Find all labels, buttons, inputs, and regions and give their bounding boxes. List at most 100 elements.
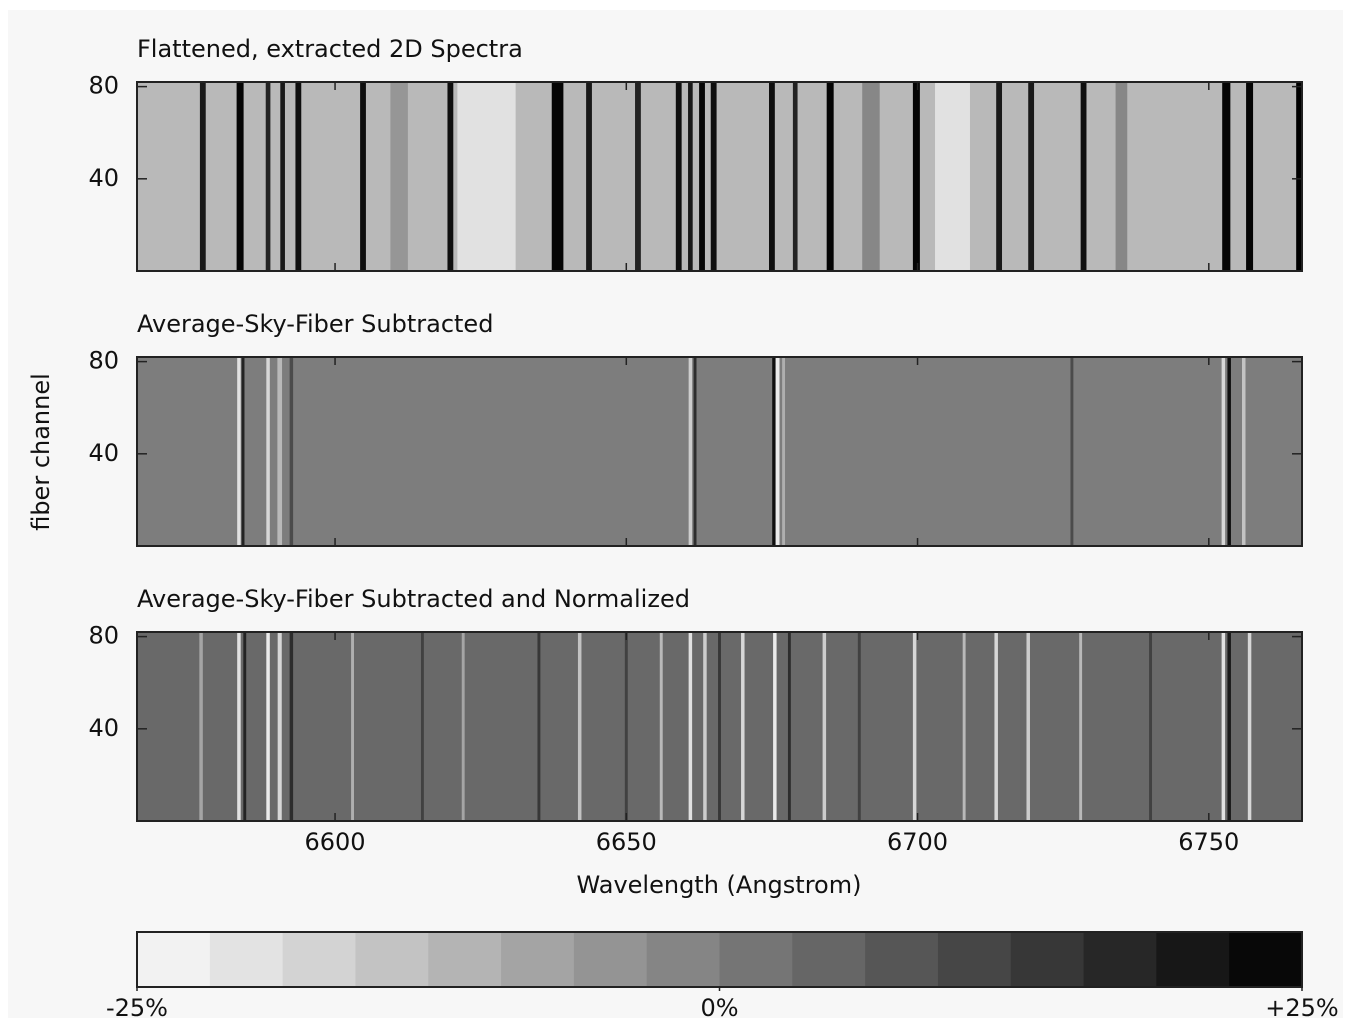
stripe	[537, 632, 541, 821]
panel-frame	[136, 631, 1303, 822]
colorbar-level	[792, 932, 866, 987]
stripe	[912, 632, 917, 821]
stripe	[772, 357, 776, 546]
stripe	[773, 632, 777, 821]
stripe	[862, 82, 880, 271]
colorbar-level	[937, 932, 1012, 987]
colorbar-level	[1083, 932, 1157, 987]
stripe	[935, 82, 970, 271]
x-tick-label: 6650	[596, 828, 657, 856]
stripe	[822, 632, 827, 821]
stripe	[351, 632, 354, 821]
colorbar-level	[137, 932, 211, 987]
y-tick-label: 80	[88, 72, 119, 100]
x-axis-label: Wavelength (Angstrom)	[577, 871, 862, 899]
stripe	[659, 632, 663, 821]
panel-title: Average-Sky-Fiber Subtracted and Normali…	[137, 585, 690, 613]
panel-background	[137, 82, 1302, 271]
stripe	[1079, 632, 1083, 821]
stripe	[1070, 357, 1074, 546]
stripe	[741, 632, 745, 821]
colorbar-level	[355, 932, 429, 987]
colorbar-level	[865, 932, 939, 987]
y-axis-label: fiber channel	[27, 373, 55, 531]
stripe	[447, 82, 454, 271]
stripe	[289, 632, 294, 821]
panel-background	[137, 357, 1302, 546]
stripe	[1296, 82, 1302, 271]
y-tick-label: 40	[88, 714, 119, 742]
colorbar-tick-label: +25%	[1265, 994, 1338, 1022]
colorbar-level	[282, 932, 356, 987]
stripe	[912, 82, 920, 271]
stripe	[776, 357, 780, 546]
stripe	[635, 82, 641, 271]
stripe	[703, 632, 707, 821]
stripe	[1028, 82, 1035, 271]
colorbar-level	[646, 932, 720, 987]
stripe	[199, 82, 206, 271]
colorbar-tick-label: -25%	[106, 994, 168, 1022]
stripe	[688, 357, 693, 546]
stripe	[199, 632, 203, 821]
colorbar-level	[1010, 932, 1085, 987]
colorbar-level	[501, 932, 575, 987]
stripe	[688, 632, 693, 821]
stripe	[782, 357, 786, 546]
y-tick-label: 80	[88, 622, 119, 650]
stripe	[787, 632, 791, 821]
stripe	[1242, 357, 1246, 546]
y-tick-label: 80	[88, 347, 119, 375]
stripe	[1221, 632, 1226, 821]
stripe	[1227, 357, 1231, 546]
stripe	[236, 82, 244, 271]
stripe	[688, 82, 693, 271]
stripe	[1080, 82, 1087, 271]
stripe	[1247, 632, 1252, 821]
stripe	[237, 632, 241, 821]
stripe	[243, 632, 247, 821]
stripe	[266, 632, 270, 821]
stripe	[1149, 632, 1153, 821]
stripe	[693, 357, 697, 546]
colorbar-tick-label: 0%	[700, 994, 738, 1022]
colorbar-level	[573, 932, 648, 987]
x-tick-label: 6600	[305, 828, 366, 856]
stripe	[295, 82, 302, 271]
stripe	[675, 82, 682, 271]
panel-title: Average-Sky-Fiber Subtracted	[137, 310, 493, 338]
stripe	[277, 357, 283, 546]
x-tick-label: 6700	[887, 828, 948, 856]
colorbar-level	[428, 932, 502, 987]
stripe	[1222, 82, 1231, 271]
stripe	[577, 632, 582, 821]
stripe	[266, 357, 270, 546]
stripe	[826, 82, 834, 271]
stripe	[769, 82, 775, 271]
panel-title: Flattened, extracted 2D Spectra	[137, 35, 523, 63]
stripe	[718, 632, 721, 821]
stripe	[265, 82, 271, 271]
stripe	[857, 632, 861, 821]
stripe	[461, 632, 465, 821]
stripe	[996, 82, 1003, 271]
stripe	[1221, 357, 1226, 546]
stripe	[551, 82, 564, 271]
stripe	[1115, 82, 1128, 271]
stripe	[390, 82, 408, 271]
stripe	[241, 357, 245, 546]
stripe	[710, 82, 717, 271]
panel-frame	[136, 81, 1303, 272]
x-tick-label: 6750	[1178, 828, 1239, 856]
y-tick-label: 40	[88, 164, 119, 192]
stripe	[699, 82, 705, 271]
stripe	[1227, 632, 1231, 821]
panel-frame	[136, 356, 1303, 547]
stripe	[1026, 632, 1030, 821]
stripe	[792, 82, 798, 271]
stripe	[994, 632, 998, 821]
colorbar-level	[209, 932, 284, 987]
stripe	[457, 82, 516, 271]
stripe	[962, 632, 966, 821]
